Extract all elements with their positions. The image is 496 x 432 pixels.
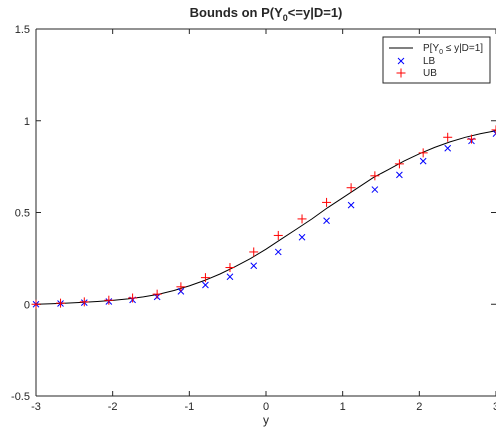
ub-point: [79, 297, 89, 307]
ub-point: [128, 293, 138, 303]
chart-title: Bounds on P(Y0<=y|D=1): [190, 5, 343, 23]
y-axis-ticks: -0.5 0 0.5 1 1.5: [11, 24, 496, 403]
ub-point: [346, 183, 356, 193]
x-tick-label: 0: [263, 401, 269, 413]
legend-ub-label: UB: [423, 68, 437, 79]
ub-point: [249, 247, 259, 257]
ub-point: [418, 148, 428, 158]
legend-cdf-label-pre: P[Y: [423, 43, 439, 54]
ub-point: [104, 295, 114, 305]
lb-point: [274, 248, 282, 256]
series-layer: [31, 125, 496, 309]
lb-point: [250, 262, 258, 270]
legend-cdf-label-post: ≤ y|D=1]: [443, 43, 483, 54]
x-tick-label: -2: [108, 401, 118, 413]
x-tick-label: 1: [340, 401, 346, 413]
ub-point: [176, 282, 186, 292]
chart-title-subscript: 0: [283, 13, 288, 23]
lb-point: [419, 157, 427, 165]
ub-point: [322, 197, 332, 207]
legend-ub-swatch: [396, 68, 406, 78]
chart-title-main: Bounds on P(Y: [190, 5, 283, 20]
ub-point: [370, 171, 380, 181]
chart-title-rest: <=y|D=1): [288, 5, 343, 20]
x-axis-label: y: [263, 413, 269, 427]
x-tick-label: -3: [31, 401, 41, 413]
ub-point: [31, 299, 41, 309]
lb-point: [492, 130, 496, 137]
y-tick-label: 0: [24, 299, 30, 311]
lb-point: [298, 233, 306, 241]
lb-point: [202, 281, 209, 289]
legend-lb-swatch: [397, 57, 405, 65]
lb-point: [323, 217, 330, 225]
lb-point: [347, 201, 355, 209]
plot-area: [36, 29, 496, 396]
lb-point: [444, 144, 452, 152]
ub-point: [152, 289, 162, 299]
lb-point: [371, 186, 379, 193]
y-tick-label: -0.5: [11, 391, 30, 403]
ub-point: [491, 125, 496, 135]
ub-point: [443, 132, 453, 142]
legend: P[Y0 ≤ y|D=1] LB UB: [382, 36, 491, 84]
ub-point: [466, 134, 476, 144]
lb-point: [177, 288, 185, 295]
ub-point: [394, 159, 404, 169]
x-tick-label: 3: [493, 401, 496, 413]
legend-cdf-label-sub: 0: [439, 49, 443, 56]
y-tick-label: 1: [24, 116, 30, 128]
x-tick-label: 2: [416, 401, 422, 413]
legend-lb-label: LB: [423, 56, 436, 67]
lb-point: [226, 273, 234, 281]
y-tick-label: 1.5: [15, 24, 30, 36]
x-tick-label: -1: [184, 401, 194, 413]
ub-point: [200, 273, 210, 283]
lb-point: [396, 171, 403, 179]
y-tick-label: 0.5: [15, 208, 30, 220]
ub-point: [297, 214, 307, 224]
ub-point: [225, 263, 235, 273]
legend-cdf-label: P[Y0 ≤ y|D=1]: [423, 43, 483, 56]
ub-point: [56, 298, 66, 308]
x-axis-ticks: -3 -2 -1 0 1 2 3: [31, 29, 496, 413]
ub-point: [273, 230, 283, 240]
